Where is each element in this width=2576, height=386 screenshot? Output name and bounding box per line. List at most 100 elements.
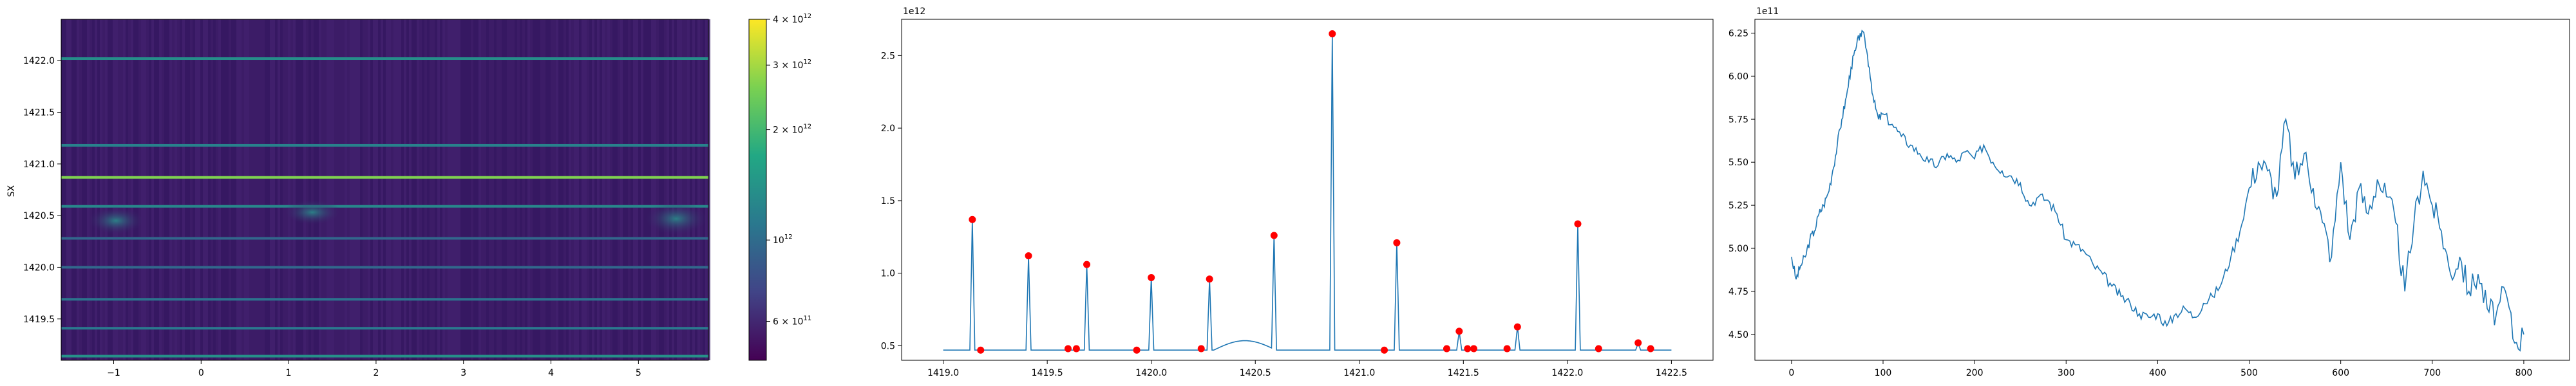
heatmap-stripe [417,19,419,360]
heatmap-stripe [677,19,679,360]
heatmap-stripe [455,19,458,360]
heatmap-stripe [424,19,427,360]
heatmap-stripe [360,19,363,360]
heatmap-row [61,205,708,208]
heatmap-stripe [533,19,535,360]
x-tick-label: 1 [286,368,292,378]
heatmap-stripe [95,19,97,360]
heatmap-stripe [285,19,288,360]
heatmap-stripe [131,19,133,360]
x-tick-label: 4 [548,368,554,378]
heatmap-stripe [690,19,692,360]
x-tick-label: 1420.0 [1135,368,1167,378]
heatmap-stripe [257,19,260,360]
heatmap-stripe [515,19,517,360]
heatmap-stripe [587,19,589,360]
heatmap-stripe [64,19,66,360]
peaks-panel: 1e12 1419.0 1419.5 1420.0 1420.5 1421.0 1421.… [881,6,1714,378]
heatmap-stripe [494,19,497,360]
heatmap-stripe [448,19,450,360]
heatmap-stripe [218,19,221,360]
heatmap-stripe [169,19,172,360]
heatmap-stripe [270,19,272,360]
heatmap-stripe [592,19,594,360]
y-tick-label: 1.5 [881,196,895,207]
series-offset-label: 1e11 [1756,6,1779,17]
heatmap-stripe [208,19,211,360]
heatmap-stripe [597,19,600,360]
colorbar-tick-label: 6 × 1011 [773,315,811,327]
x-tick-label: 1422.0 [1551,368,1583,378]
heatmap-stripe [298,19,301,360]
heatmap-stripe [66,19,69,360]
heatmap-row [61,176,708,179]
colorbar-tick-exponent: 12 [803,13,811,20]
heatmap-stripe [226,19,229,360]
heatmap-stripe [324,19,327,360]
heatmap-stripe [159,19,162,360]
heatmap-stripe [386,19,388,360]
heatmap-blob [283,199,341,225]
peak-marker [1470,345,1477,353]
heatmap-row [61,298,708,301]
heatmap-stripe [195,19,198,360]
heatmap-stripe [69,19,71,360]
heatmap-stripe [458,19,460,360]
heatmap-stripe [347,19,350,360]
colorbar-tick-base: 10 [773,235,784,246]
heatmap-stripe [525,19,527,360]
heatmap-y-ticks: 1419.5 1420.0 1420.5 1421.0 1421.5 1422.0 [23,56,61,325]
heatmap-stripe [260,19,262,360]
heatmap-stripe [200,19,203,360]
heatmap-stripe [172,19,175,360]
heatmap-stripe [414,19,417,360]
heatmap-stripe [301,19,303,360]
y-tick-label: 5.25 [1728,201,1748,211]
x-tick-label: 500 [2240,368,2258,378]
x-tick-label: 700 [2423,368,2441,378]
heatmap-stripe [633,19,636,360]
heatmap-stripe [548,19,551,360]
heatmap-stripe [167,19,169,360]
heatmap-stripe [481,19,484,360]
heatmap-stripe [615,19,618,360]
heatmap-stripe [440,19,442,360]
peak-marker [1206,275,1213,283]
heatmap-stripe [319,19,321,360]
heatmap-blob [644,202,708,235]
x-tick-label: 1421.0 [1343,368,1375,378]
peak-marker [1464,345,1472,353]
heatmap-y-label: SX [6,185,17,197]
heatmap-stripe [198,19,200,360]
heatmap-stripe [450,19,453,360]
heatmap-stripe [378,19,381,360]
heatmap-stripe [530,19,533,360]
colorbar-tick-exponent: 12 [784,234,793,241]
peak-marker [1270,232,1278,239]
heatmap-stripe [236,19,239,360]
peak-marker [1064,345,1072,353]
heatmap-stripe [520,19,522,360]
heatmap-stripe [71,19,74,360]
heatmap-stripe [695,19,697,360]
x-tick-label: 200 [1966,368,1984,378]
heatmap-stripe [641,19,643,360]
peak-marker [1083,261,1091,268]
heatmap-stripe [630,19,633,360]
heatmap-row [61,354,708,358]
heatmap-stripe [296,19,298,360]
heatmap-stripe [697,19,700,360]
heatmap-stripe [656,19,659,360]
heatmap-stripe [489,19,491,360]
x-tick-label: 2 [373,368,379,378]
y-tick-label: 1.0 [881,269,895,279]
heatmap-stripe [126,19,128,360]
heatmap-stripe [87,19,90,360]
heatmap-stripe [234,19,236,360]
peak-marker [1072,345,1080,353]
heatmap-stripe [540,19,543,360]
heatmap-row [61,143,708,147]
heatmap-stripe [406,19,409,360]
